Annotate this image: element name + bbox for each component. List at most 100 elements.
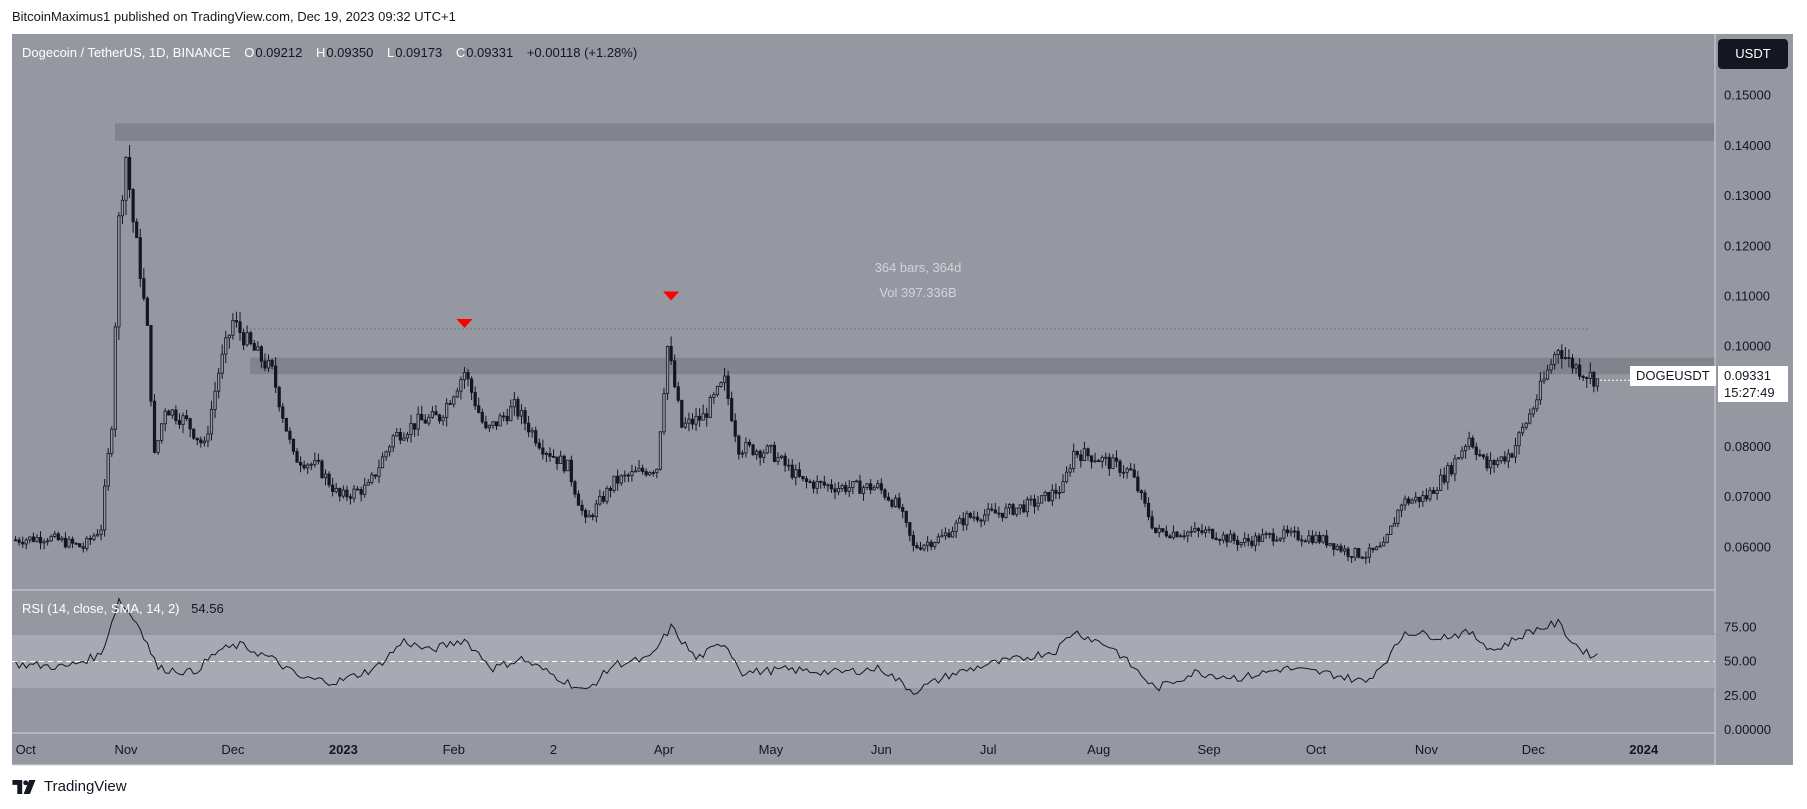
candle — [195, 437, 199, 446]
candle-body — [1143, 492, 1147, 504]
candle — [1278, 537, 1282, 542]
candle — [947, 528, 951, 538]
candle-body — [1421, 495, 1425, 502]
candle-body — [1485, 456, 1489, 469]
candle — [78, 543, 82, 548]
candle-body — [519, 410, 524, 417]
candle — [665, 345, 670, 401]
candle-body — [74, 542, 78, 545]
candle-body — [1186, 531, 1190, 537]
candle — [1328, 543, 1332, 547]
candle — [673, 354, 677, 389]
candle — [231, 313, 235, 340]
candle — [1460, 446, 1464, 460]
candle — [705, 407, 709, 427]
time-axis-label: Dec — [1522, 742, 1546, 757]
candle-body — [787, 464, 791, 467]
candle — [1214, 532, 1218, 541]
candle — [1225, 533, 1229, 548]
candle-body — [1389, 525, 1393, 535]
candle — [1513, 437, 1518, 464]
candle — [1221, 531, 1225, 544]
candle-body — [338, 488, 342, 497]
candle — [49, 534, 53, 542]
candle-body — [131, 189, 135, 223]
candle — [1093, 452, 1097, 464]
candle — [765, 444, 769, 455]
candle — [1146, 497, 1151, 521]
candle-body — [355, 488, 360, 491]
candle — [1054, 483, 1058, 500]
candle — [138, 228, 142, 288]
candle — [345, 485, 349, 502]
candle — [1154, 527, 1158, 534]
candle-body — [1178, 535, 1183, 538]
candle-body — [687, 418, 691, 424]
candle-body — [469, 378, 474, 393]
candle-body — [1068, 468, 1072, 473]
candle-body — [1581, 375, 1585, 378]
candle — [106, 448, 110, 491]
candle-body — [1403, 498, 1407, 506]
candle — [548, 447, 552, 462]
candle-body — [1300, 539, 1304, 542]
candle-body — [822, 481, 826, 486]
candle — [213, 381, 217, 419]
candle — [1335, 543, 1339, 551]
price-axis-label: 0.11000 — [1724, 288, 1770, 303]
candle-body — [1089, 455, 1094, 463]
candle — [662, 387, 666, 436]
rsi-line — [15, 597, 1598, 695]
candle — [459, 376, 463, 400]
candle — [1107, 453, 1111, 476]
candle-body — [103, 485, 107, 531]
bearish-arrow-marker — [663, 291, 680, 301]
candle — [922, 543, 926, 552]
candle — [95, 529, 100, 537]
candle — [512, 391, 516, 416]
price-axis-label: 0.06000 — [1724, 539, 1771, 554]
candle-body — [765, 445, 769, 454]
tradingview-brand[interactable]: TradingView — [12, 776, 127, 798]
symbol-legend[interactable]: Dogecoin / TetherUS, 1D, BINANCE O0.0921… — [22, 44, 647, 62]
candle — [648, 471, 652, 477]
time-axis-label: Nov — [1415, 742, 1439, 757]
candle — [1186, 530, 1190, 543]
candle — [783, 452, 787, 472]
candle-body — [758, 450, 762, 458]
candle — [1439, 468, 1443, 492]
candle-body — [284, 417, 288, 432]
candle-body — [1513, 445, 1518, 458]
measure-bars-label: 364 bars, 364d — [874, 260, 962, 275]
candle — [591, 512, 595, 521]
candle — [1118, 459, 1122, 477]
candle-body — [309, 463, 313, 466]
candle-body — [181, 415, 185, 425]
candle-body — [1588, 371, 1592, 379]
candle-body — [1218, 539, 1222, 541]
candle — [1132, 463, 1136, 479]
candle — [224, 330, 228, 364]
candle-body — [420, 413, 424, 421]
candle — [651, 470, 655, 477]
candle — [534, 426, 538, 447]
candle-body — [117, 215, 121, 328]
currency-button[interactable]: USDT — [1718, 39, 1788, 69]
rsi-legend[interactable]: RSI (14, close, SMA, 14, 2) 54.56 — [22, 600, 224, 618]
candle-body — [1503, 456, 1507, 462]
candles — [13, 144, 1600, 565]
candle — [559, 450, 563, 464]
candle-body — [352, 488, 356, 499]
candle-body — [302, 464, 306, 469]
candle-body — [380, 456, 385, 469]
candle-body — [1196, 528, 1200, 531]
candle-body — [933, 542, 937, 547]
candle — [722, 367, 727, 391]
candle — [163, 408, 167, 432]
candle — [384, 450, 388, 461]
candle — [744, 437, 748, 458]
candle-body — [1488, 460, 1493, 469]
candle-body — [1107, 456, 1111, 469]
candle-body — [395, 432, 399, 437]
